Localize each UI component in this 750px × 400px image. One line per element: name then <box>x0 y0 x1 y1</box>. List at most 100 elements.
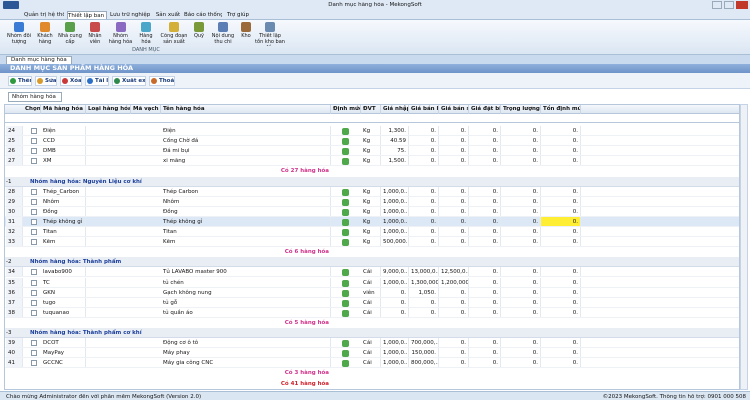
select-checkbox[interactable] <box>31 280 37 286</box>
maximize[interactable] <box>724 1 734 9</box>
table-row[interactable]: 31Thép không gỉThép không gỉKg1,000,0...… <box>5 217 740 227</box>
column-header[interactable]: Loại hàng hóa <box>86 105 131 114</box>
norm-button[interactable] <box>342 128 349 135</box>
table-row[interactable]: 40MayPayMáy phayCái1,000,0...150,000.0.0… <box>5 348 740 358</box>
select-checkbox[interactable] <box>31 189 37 195</box>
norm-button[interactable] <box>342 239 349 246</box>
ribbon-button[interactable]: Hàng hóa <box>134 21 158 46</box>
column-header[interactable]: Mã hàng hóa <box>41 105 86 114</box>
menu-tab[interactable]: Lưu trữ nghiệp vụ <box>110 11 152 20</box>
norm-button[interactable] <box>342 189 349 196</box>
toolbar-button[interactable]: Tải lại <box>85 76 109 86</box>
table-row[interactable]: 39DCOTĐộng cơ ô tôCái1,000,0...700,000,.… <box>5 338 740 348</box>
column-header[interactable]: Giá nhập <box>381 105 409 114</box>
norm-button[interactable] <box>342 290 349 297</box>
table-row[interactable]: 34lavabo900Tủ LAVABO master 900Cái9,000,… <box>5 267 740 277</box>
menu-tab[interactable]: Quản trị hệ thống <box>24 11 64 20</box>
toolbar-button[interactable]: Xuất excel <box>112 76 146 86</box>
norm-button[interactable] <box>342 280 349 287</box>
ribbon-button[interactable]: Khách hàng <box>33 21 57 46</box>
norm-button[interactable] <box>342 360 349 367</box>
select-checkbox[interactable] <box>31 229 37 235</box>
select-checkbox[interactable] <box>31 128 37 134</box>
norm-button[interactable] <box>342 300 349 307</box>
column-header[interactable]: Giá bán sỉ <box>439 105 469 114</box>
select-checkbox[interactable] <box>31 138 37 144</box>
menu-tab[interactable]: Báo cáo thống kê <box>184 11 222 20</box>
select-checkbox[interactable] <box>31 300 37 306</box>
norm-button[interactable] <box>342 229 349 236</box>
ribbon-button[interactable]: Nội dung thu chi <box>209 21 237 46</box>
menu-tab[interactable]: Trợ giúp <box>225 11 251 20</box>
group-label[interactable]: Nhóm hàng hóa: Nguyên Liệu cơ khí <box>30 177 142 187</box>
select-checkbox[interactable] <box>31 360 37 366</box>
table-row[interactable]: 36GKNGạch không nungviên0.1,050.0.0.0.0. <box>5 288 740 298</box>
table-row[interactable]: 32TitanTitanKg1,000,0...0.0.0.0.0. <box>5 227 740 237</box>
ribbon-button[interactable]: Nhóm đối tượng <box>6 21 32 46</box>
ribbon-button[interactable]: Công đoạn sản xuất <box>159 21 189 46</box>
column-header[interactable]: ĐVT <box>361 105 381 114</box>
column-header[interactable]: Định mức <box>331 105 361 114</box>
table-row[interactable]: 28Thép_CarbonThép CarbonKg1,000,0...0.0.… <box>5 187 740 197</box>
group-label[interactable]: Nhóm hàng hóa: Thành phẩm <box>30 257 121 267</box>
select-checkbox[interactable] <box>31 340 37 346</box>
select-checkbox[interactable] <box>31 209 37 215</box>
select-checkbox[interactable] <box>31 219 37 225</box>
norm-button[interactable] <box>342 138 349 145</box>
column-header[interactable]: Tên hàng hóa <box>161 105 331 114</box>
group-by-box[interactable]: Nhóm hàng hóa <box>8 92 62 102</box>
toolbar-button[interactable]: Thêm <box>8 76 32 86</box>
toolbar-button[interactable]: Thoát <box>149 76 175 86</box>
table-row[interactable]: 24ĐiệnĐiệnKg1,300.0.0.0.0.0. <box>5 126 740 136</box>
table-row[interactable]: 33KẽmKẽmKg500,000.0.0.0.0.0. <box>5 237 740 247</box>
menu-tab[interactable]: Thiết lập ban đầu <box>67 11 107 20</box>
filter-row[interactable] <box>5 114 740 123</box>
ribbon-button[interactable]: Quỹ <box>190 21 208 46</box>
table-row[interactable]: 41GCCNCMáy gia công CNCCái1,000,0...800,… <box>5 358 740 368</box>
doc-tab[interactable]: Danh mục hàng hóa <box>6 56 72 64</box>
ribbon-button[interactable]: Nhóm hàng hóa <box>108 21 133 46</box>
norm-button[interactable] <box>342 350 349 357</box>
norm-button[interactable] <box>342 219 349 226</box>
select-checkbox[interactable] <box>31 148 37 154</box>
ribbon-button[interactable]: Nhân viên <box>83 21 107 46</box>
toolbar-button[interactable]: Sửa <box>35 76 57 86</box>
minimize[interactable] <box>712 1 722 9</box>
norm-button[interactable] <box>342 340 349 347</box>
norm-button[interactable] <box>342 199 349 206</box>
table-row[interactable]: 37tugotủ gỗCái0.0.0.0.0.0. <box>5 298 740 308</box>
norm-button[interactable] <box>342 310 349 317</box>
toolbar-button[interactable]: Xóa <box>60 76 82 86</box>
column-header[interactable]: Giá đặt biệt <box>469 105 501 114</box>
select-checkbox[interactable] <box>31 199 37 205</box>
table-row[interactable]: 30ĐồngĐồngKg1,000,0...0.0.0.0.0. <box>5 207 740 217</box>
ribbon-button[interactable]: Thiết lập tồn kho ban đầu <box>255 21 285 46</box>
table-row[interactable]: 26DMBĐá mi bụiKg75.0.0.0.0.0. <box>5 146 740 156</box>
ribbon-button[interactable]: Kho <box>238 21 254 46</box>
table-row[interactable]: 29NhômNhômKg1,000,0...0.0.0.0.0. <box>5 197 740 207</box>
column-header[interactable]: Chọn <box>23 105 41 114</box>
select-checkbox[interactable] <box>31 310 37 316</box>
window-controls[interactable] <box>712 1 748 9</box>
norm-button[interactable] <box>342 209 349 216</box>
column-header[interactable]: Trọng lượng <box>501 105 541 114</box>
close[interactable] <box>736 1 748 9</box>
select-checkbox[interactable] <box>31 269 37 275</box>
table-row[interactable]: 38tuquanaotủ quần áoCái0.0.0.0.0.0. <box>5 308 740 318</box>
ribbon-button[interactable]: Nhà cung cấp <box>58 21 82 46</box>
table-row[interactable]: 27XMxi măngKg1,500.0.0.0.0.0. <box>5 156 740 166</box>
select-checkbox[interactable] <box>31 239 37 245</box>
norm-button[interactable] <box>342 148 349 155</box>
column-header[interactable]: Tồn định mức <box>541 105 581 114</box>
select-checkbox[interactable] <box>31 350 37 356</box>
table-row[interactable]: 25CCDCống Chờ đáKg40.590.0.0.0.0. <box>5 136 740 146</box>
norm-button[interactable] <box>342 158 349 165</box>
column-header[interactable]: Giá bán lẻ <box>409 105 439 114</box>
menu-tab[interactable]: Sản xuất <box>155 11 181 20</box>
select-checkbox[interactable] <box>31 158 37 164</box>
scrollbar[interactable] <box>740 104 748 390</box>
group-label[interactable]: Nhóm hàng hóa: Thành phẩm cơ khí <box>30 328 142 338</box>
norm-button[interactable] <box>342 269 349 276</box>
select-checkbox[interactable] <box>31 290 37 296</box>
column-header[interactable]: Mã vạch <box>131 105 161 114</box>
